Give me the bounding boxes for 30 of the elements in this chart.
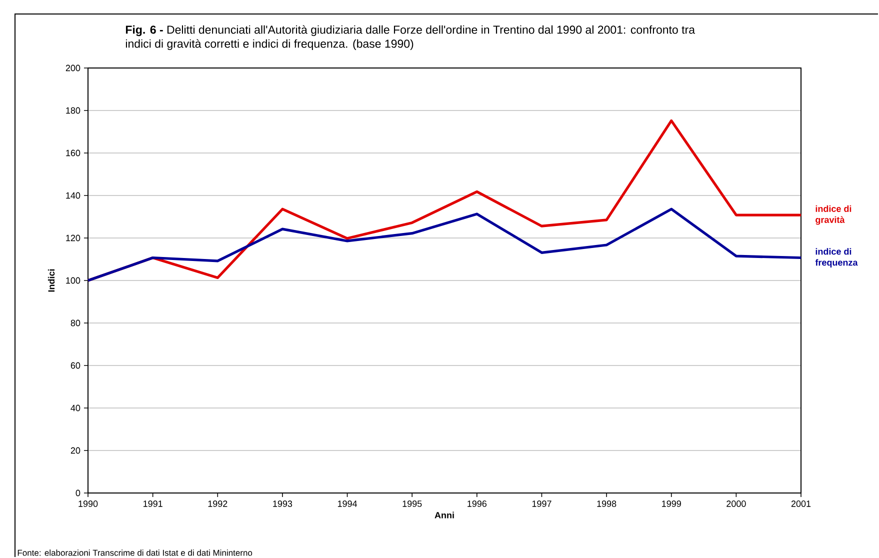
y-tick-label: 20: [70, 447, 80, 454]
x-tick-label: 1995: [402, 500, 422, 507]
y-axis-title: Indici: [48, 269, 55, 292]
y-tick-label: 0: [76, 490, 80, 496]
series-label: indice di gravità: [816, 205, 852, 225]
x-tick-label: 1994: [338, 500, 358, 507]
source-note: Fonte: elaborazioni Transcrime di dati Istat e di dati Mininterno: [18, 550, 252, 556]
x-tick-label: 1999: [662, 500, 681, 507]
series-label: indice di frequenza: [815, 248, 858, 268]
x-tick-label: 1992: [208, 500, 228, 507]
x-tick-label: 1991: [144, 500, 162, 507]
y-tick-label: 140: [66, 192, 80, 199]
y-tick-label: 180: [66, 107, 80, 114]
line-series: [86, 208, 802, 282]
y-tick-label: 200: [66, 64, 80, 72]
y-tick-label: 60: [70, 362, 80, 369]
y-tick-label: 100: [66, 277, 80, 284]
y-tick-label: 160: [66, 150, 80, 156]
y-tick-label: 80: [70, 320, 80, 326]
x-tick-label: 1998: [597, 500, 616, 507]
x-tick-label: 2000: [726, 500, 746, 507]
x-tick-label: 1990: [78, 500, 98, 507]
y-tick-label: 40: [70, 404, 80, 412]
x-tick-label: 1996: [468, 500, 487, 507]
x-axis-title: Anni: [434, 512, 454, 518]
chart-title: Fig. 6 - Delitti denunciati all'Autorità giudiziaria dalle Forze dell'ordine in Trentino dal 1990 al 2001: confronto tra indici di gravità corretti e indici di frequenza. (base 1990): [126, 25, 695, 50]
x-tick-label: 1993: [273, 500, 292, 507]
y-tick-label: 120: [66, 234, 80, 242]
x-tick-label: 2001: [791, 500, 811, 507]
x-tick-label: 1997: [532, 500, 552, 507]
